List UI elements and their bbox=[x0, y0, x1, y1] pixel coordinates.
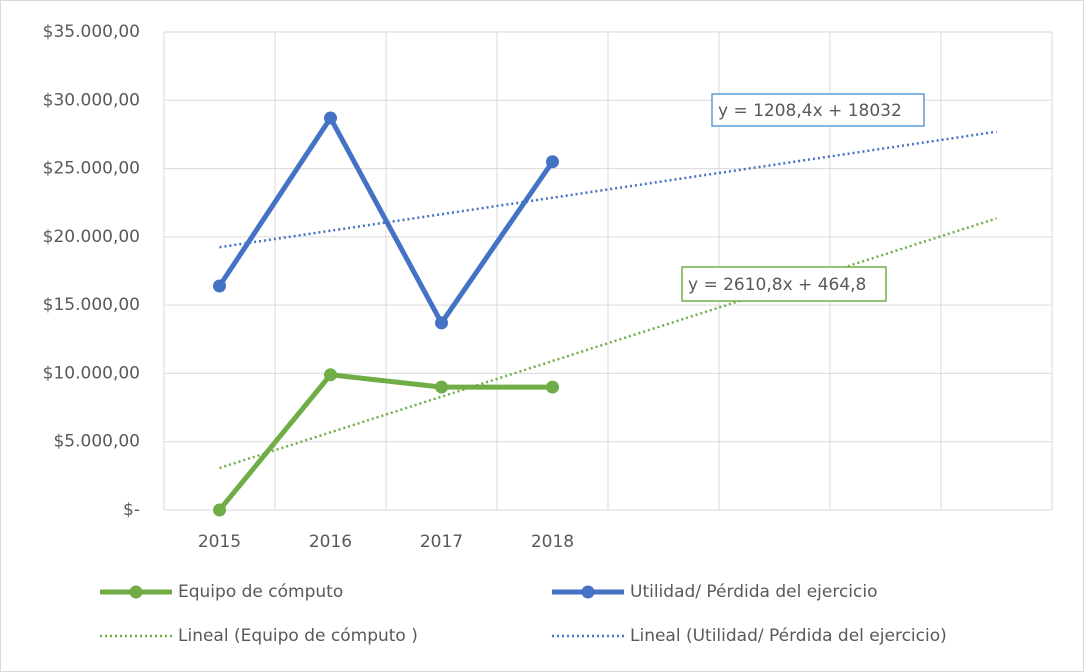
y-tick-label: $15.000,00 bbox=[43, 295, 140, 315]
legend-label: Utilidad/ Pérdida del ejercicio bbox=[630, 582, 878, 602]
y-tick-label: $5.000,00 bbox=[53, 432, 140, 452]
y-tick-label: $25.000,00 bbox=[43, 159, 140, 179]
legend-label: Equipo de cómputo bbox=[178, 582, 343, 602]
trendline-equation: y = 2610,8x + 464,8 bbox=[688, 275, 866, 295]
marker bbox=[546, 155, 559, 169]
marker bbox=[435, 380, 448, 394]
legend-marker bbox=[581, 585, 595, 599]
trendline bbox=[219, 130, 997, 249]
x-tick-label: 2015 bbox=[198, 532, 241, 552]
legend-label: Lineal (Utilidad/ Pérdida del ejercicio) bbox=[630, 626, 947, 646]
series-line bbox=[217, 115, 555, 326]
x-tick-label: 2018 bbox=[531, 532, 574, 552]
legend-label: Lineal (Equipo de cómputo ) bbox=[178, 626, 418, 646]
y-tick-label: $10.000,00 bbox=[43, 363, 140, 383]
marker bbox=[324, 111, 337, 125]
trendline bbox=[219, 217, 997, 470]
y-tick-label: $- bbox=[123, 500, 140, 520]
marker bbox=[213, 279, 226, 293]
trendline-equation: y = 1208,4x + 18032 bbox=[718, 101, 902, 121]
trendline-equation-box bbox=[711, 93, 925, 127]
y-tick-label: $30.000,00 bbox=[43, 90, 140, 110]
marker bbox=[435, 316, 448, 330]
y-tick-label: $20.000,00 bbox=[43, 227, 140, 247]
legend-marker bbox=[129, 585, 143, 599]
x-tick-label: 2016 bbox=[309, 532, 352, 552]
series-line bbox=[217, 372, 553, 512]
marker bbox=[546, 380, 559, 394]
marker bbox=[213, 503, 226, 517]
x-tick-label: 2017 bbox=[420, 532, 463, 552]
marker bbox=[324, 368, 337, 382]
trendline-equation-box bbox=[681, 266, 887, 302]
y-tick-label: $35.000,00 bbox=[43, 22, 140, 42]
